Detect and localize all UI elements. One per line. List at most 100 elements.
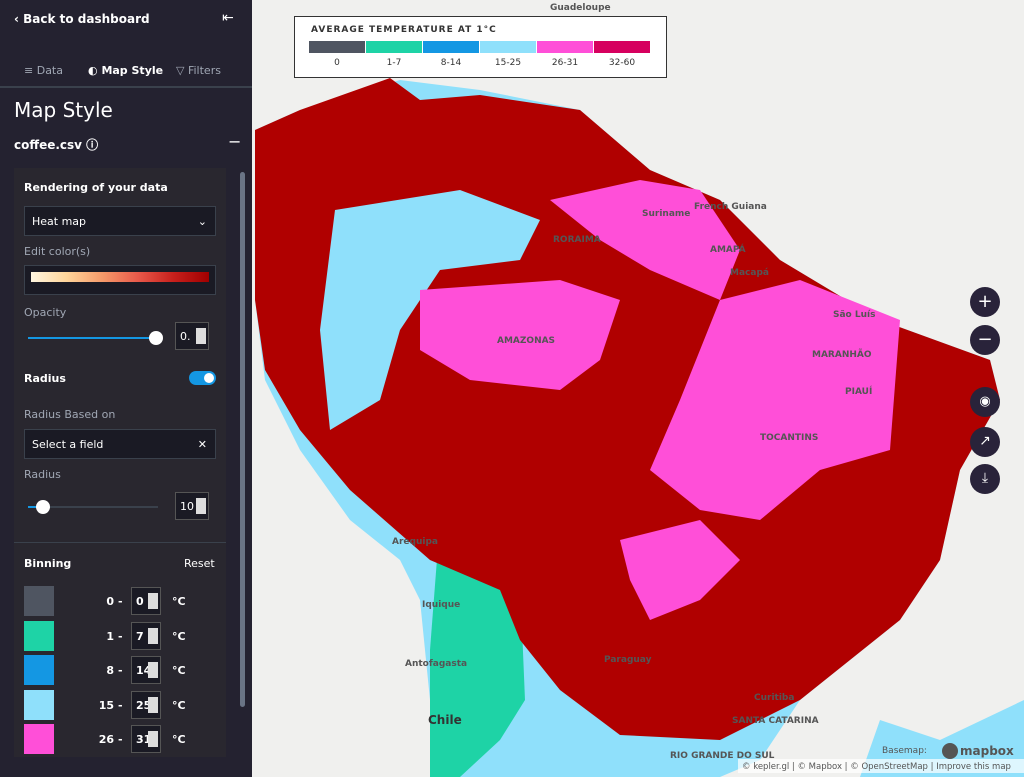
slider-handle[interactable]	[149, 331, 163, 345]
dash: -	[118, 664, 123, 677]
bin-row: 15-25 °C	[24, 689, 219, 722]
basemap-label: Basemap:	[882, 746, 927, 756]
label: Radius Based on	[24, 408, 116, 421]
color-picker[interactable]	[24, 265, 216, 295]
opacity-slider[interactable]	[28, 337, 156, 339]
zoom-out[interactable]: −	[970, 325, 1000, 355]
map-label: MARANHÃO	[812, 349, 872, 360]
bin-unit: °C	[172, 629, 186, 643]
map-label: AMAPÁ	[710, 243, 746, 255]
map-label: Iquique	[422, 600, 460, 610]
bin-from: 8	[106, 664, 114, 677]
label: Radius	[24, 372, 66, 385]
slider-fill	[28, 506, 42, 508]
spinner	[148, 696, 158, 713]
tab-label: Data	[36, 64, 63, 77]
bin-row: 0-0 °C	[24, 586, 219, 618]
radius-input[interactable]: 10	[175, 492, 209, 520]
map-label: Suriname	[642, 209, 690, 219]
reset-button[interactable]: Reset	[184, 557, 215, 570]
legend-item: 15-25	[480, 41, 536, 68]
field-select[interactable]: Select a field ✕	[24, 429, 216, 459]
legend-swatch	[423, 41, 479, 53]
bin-color	[24, 620, 54, 651]
export[interactable]: ⤓	[970, 464, 1000, 494]
spinner	[148, 731, 158, 747]
section-title: Binning	[24, 557, 72, 570]
bin-to: 7	[136, 629, 144, 643]
opacity-input[interactable]: 0.	[175, 322, 209, 350]
collapse-dataset[interactable]: −	[228, 132, 242, 151]
map-label: Curitiba	[754, 693, 794, 703]
opacity-value: 0.	[180, 330, 191, 343]
spinner	[148, 593, 158, 609]
bin-unit: °C	[172, 595, 186, 608]
tab-label: Map Style	[101, 64, 164, 77]
bin-from: 0	[106, 595, 114, 608]
dash: -	[118, 698, 123, 712]
legend-item: 32-60	[594, 41, 650, 68]
dataset[interactable]: coffee.csv ⓘ	[14, 138, 99, 152]
legend-swatch	[309, 41, 365, 53]
bin-to: 0	[136, 595, 144, 608]
collapse[interactable]: ⇤	[222, 10, 234, 26]
bin-to: 25	[136, 698, 152, 712]
legend-label: 26-31	[551, 58, 579, 68]
legend-item: 8-14	[423, 41, 479, 68]
legend-swatch	[480, 41, 536, 53]
tab[interactable]: ◐ Map Style	[88, 64, 164, 77]
tab[interactable]: ▽ Filters	[176, 64, 221, 77]
slider-handle[interactable]	[36, 500, 50, 514]
bin-row: 8-14 °C	[24, 655, 219, 687]
bin-row: 1-7 °C	[24, 620, 219, 653]
type-select[interactable]: Heat map ⌄	[24, 206, 216, 236]
bin-to-input[interactable]: 14	[131, 656, 161, 684]
legend-swatch	[594, 41, 650, 53]
bin-from: 15	[98, 698, 114, 712]
toggle[interactable]	[189, 371, 216, 385]
pink-area	[650, 280, 900, 520]
attribution-bg	[738, 759, 1024, 773]
map-label: PIAUÍ	[845, 385, 873, 397]
legend-label: 8-14	[440, 58, 462, 68]
legend-item: 1-7	[366, 41, 422, 68]
screenshot[interactable]: ◉	[970, 387, 1000, 417]
zoom-in[interactable]: +	[970, 287, 1000, 317]
legend-label: 1-7	[386, 58, 402, 68]
field-placeholder: Select a field	[32, 438, 104, 451]
back-link[interactable]: ‹ Back to dashboard	[14, 12, 150, 26]
map-label: Guadeloupe	[550, 3, 611, 13]
bin-to-input[interactable]: 25	[131, 690, 161, 719]
scrollbar[interactable]	[240, 172, 245, 707]
legend-swatch	[537, 41, 593, 53]
map-label: Macapá	[730, 268, 769, 278]
dash: -	[118, 629, 123, 643]
map-label: Chile	[428, 713, 462, 727]
back-text: Back to dashboard	[23, 12, 150, 26]
bin-to-input[interactable]: 7	[131, 621, 161, 650]
divider	[0, 86, 252, 88]
map-label: Paraguay	[604, 655, 652, 665]
mapbox-logo	[942, 743, 958, 759]
bin-row: 26-31 °C	[24, 724, 219, 756]
bin-to-input[interactable]: 0	[131, 587, 161, 615]
attribution: © kepler.gl | © Mapbox | © OpenStreetMap…	[742, 762, 1011, 772]
map-label: Arequipa	[392, 537, 438, 547]
map-label: RORAIMA	[553, 235, 601, 245]
pink-area	[550, 180, 740, 300]
label: Opacity	[24, 306, 67, 319]
mapbox-text: mapbox	[960, 744, 1014, 758]
radius-slider[interactable]	[28, 506, 158, 508]
bin-color	[24, 724, 54, 754]
heading: Map Style	[14, 98, 113, 122]
spinner	[148, 662, 158, 678]
share[interactable]: ↗	[970, 427, 1000, 457]
sidebar: ‹ Back to dashboard ⇤ ≡ Data ◐ Map Style…	[0, 0, 252, 777]
bin-to-input[interactable]: 31	[131, 725, 161, 753]
tab[interactable]: ≡ Data	[24, 64, 63, 77]
bin-from: 1	[106, 629, 114, 643]
map-label: São Luís	[833, 310, 875, 320]
label: Radius	[24, 468, 61, 481]
radius-value: 10	[180, 500, 194, 513]
